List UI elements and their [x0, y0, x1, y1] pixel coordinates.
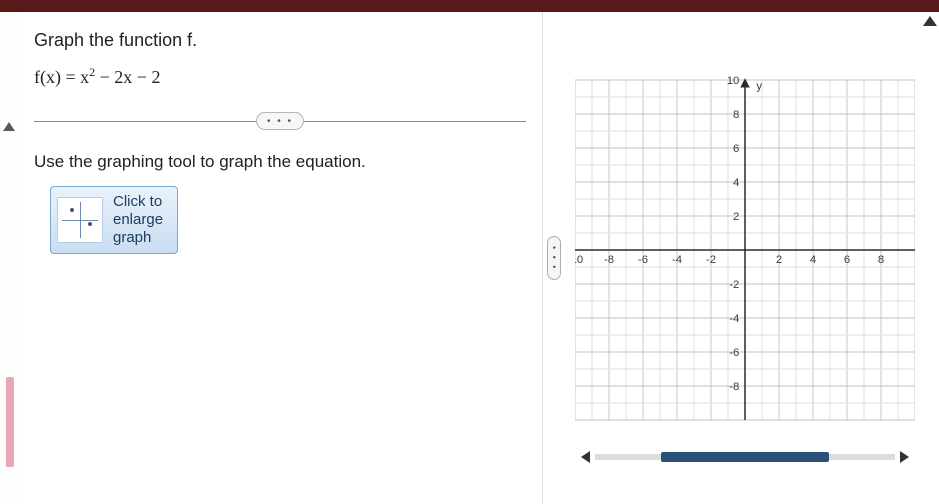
question-equation: f(x) = x2 − 2x − 2: [34, 65, 526, 88]
scroll-thumb[interactable]: [661, 452, 829, 462]
main-row: Graph the function f. f(x) = x2 − 2x − 2…: [0, 12, 939, 504]
svg-text:4: 4: [733, 177, 739, 189]
enlarge-line2: enlarge: [113, 211, 163, 228]
grip-icon: • • •: [549, 246, 559, 270]
svg-text:6: 6: [844, 254, 850, 266]
svg-text:-2: -2: [729, 279, 739, 291]
svg-text:-2: -2: [706, 254, 716, 266]
eq-rest: − 2x − 2: [95, 67, 160, 87]
scroll-left-icon[interactable]: [581, 451, 590, 463]
right-gutter: [921, 12, 939, 504]
left-accent-bar: [6, 377, 14, 467]
svg-text:10: 10: [727, 75, 740, 87]
scroll-right-icon[interactable]: [900, 451, 909, 463]
enlarge-line3: graph: [113, 229, 151, 246]
svg-text:6: 6: [733, 143, 739, 155]
enlarge-text: Click to enlarge graph: [113, 193, 163, 247]
panel-resize-handle[interactable]: • • •: [543, 12, 565, 504]
question-ask: Graph the function f.: [34, 30, 526, 51]
svg-text:4: 4: [810, 254, 816, 266]
scroll-up-icon[interactable]: [923, 16, 937, 26]
svg-text:y: y: [756, 80, 762, 92]
svg-text:-4: -4: [672, 254, 682, 266]
svg-text:-6: -6: [729, 347, 739, 359]
coordinate-grid[interactable]: y -10 -8 -6 -4 -2 2 4 6 8 10 8 6 4 2 -2 -4 -6 -8: [575, 30, 915, 470]
enlarge-graph-button[interactable]: Click to enlarge graph: [50, 186, 178, 254]
svg-text:-10: -10: [575, 254, 583, 266]
divider-row: • • •: [34, 110, 526, 134]
svg-text:2: 2: [733, 211, 739, 223]
more-options-pill[interactable]: • • •: [256, 112, 304, 130]
prev-question-icon[interactable]: [3, 122, 15, 131]
enlarge-line1: Click to: [113, 193, 162, 210]
resize-pill[interactable]: • • •: [547, 236, 561, 280]
svg-text:-6: -6: [638, 254, 648, 266]
question-instruction: Use the graphing tool to graph the equat…: [34, 152, 526, 172]
graph-panel: y -10 -8 -6 -4 -2 2 4 6 8 10 8 6 4 2 -2 -4 -6 -8: [565, 12, 921, 504]
graph-thumb-icon: [57, 197, 103, 243]
graph-area[interactable]: y -10 -8 -6 -4 -2 2 4 6 8 10 8 6 4 2 -2 -4 -6 -8: [575, 30, 915, 470]
svg-text:-8: -8: [604, 254, 614, 266]
graph-h-scrollbar[interactable]: [595, 452, 895, 462]
svg-text:8: 8: [733, 109, 739, 121]
left-gutter: [0, 12, 18, 504]
thumb-point-icon: [88, 222, 92, 226]
app-top-bar: [0, 0, 939, 12]
svg-text:2: 2: [776, 254, 782, 266]
svg-text:-8: -8: [729, 381, 739, 393]
svg-text:-4: -4: [729, 313, 739, 325]
question-panel: Graph the function f. f(x) = x2 − 2x − 2…: [18, 12, 543, 504]
svg-text:8: 8: [878, 254, 884, 266]
thumb-point-icon: [70, 208, 74, 212]
eq-lhs: f(x) =: [34, 67, 76, 87]
ellipsis-icon: • • •: [267, 116, 293, 127]
eq-x: x: [80, 67, 89, 87]
